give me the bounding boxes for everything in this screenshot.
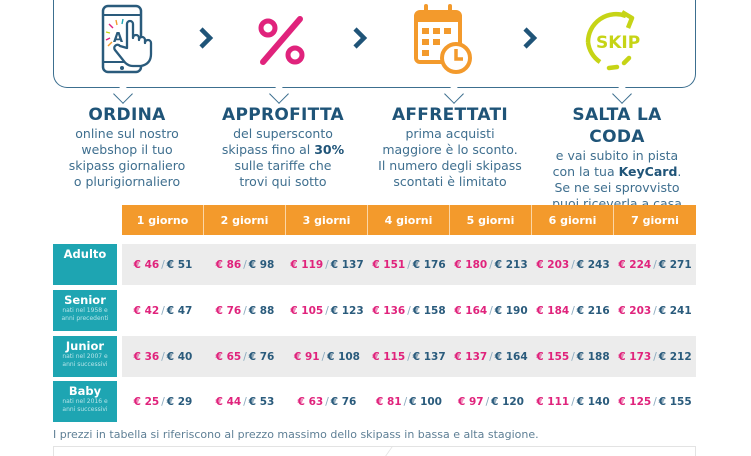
table-row-adulto: Adulto € 46/€ 51 € 86/€ 98 € 119/€ 137 €… [53,244,696,285]
price-cell: € 105/€ 123 [290,304,364,317]
column-header: 2 giorni [204,205,286,235]
step-skip-queue: SALTA LA CODA e vai subito in pista con … [542,104,692,228]
price-cell: € 46/€ 51 [133,258,193,271]
price-cell: € 111/€ 140 [536,395,610,408]
row-stripe [122,336,696,377]
svg-text:A: A [113,31,123,46]
step-line: del supersconto [233,126,333,141]
step-line: scontati è limitato [393,174,507,189]
step-hurry: AFFRETTATI prima acquisti maggiore è lo … [375,104,525,190]
row-label: Adulto [53,244,117,285]
price-cell: € 173/€ 212 [618,350,692,363]
step-line: maggiore è lo sconto. [382,142,518,157]
price-cell: € 97/€ 120 [457,395,524,408]
step-title: ORDINA [88,105,166,125]
step-line: e vai subito in pista [555,148,679,163]
step-line: trovi qui sotto [239,174,327,189]
step-line: sulle tariffe che [234,158,332,173]
step-line: prima acquisti [405,126,495,141]
price-cell: € 224/€ 271 [618,258,692,271]
price-cell: € 115/€ 137 [372,350,446,363]
price-cell: € 65/€ 76 [215,350,275,363]
price-cell: € 184/€ 216 [536,304,610,317]
column-header: 5 giorni [450,205,532,235]
discount-highlight: 30% [314,142,345,157]
step-title: APPROFITTA [222,105,344,125]
svg-text:SKIP: SKIP [596,33,640,53]
price-cell: € 36/€ 40 [133,350,193,363]
bottom-frame [53,446,696,456]
percent-icon [250,2,316,76]
step-line: Se ne sei sprovvisto [554,180,680,195]
calendar-clock-icon [410,2,476,76]
price-cell: € 137/€ 164 [454,350,528,363]
table-row-junior: Junior nati nel 2007 e anni successivi €… [53,336,696,377]
steps-frame [53,0,696,88]
step-title: AFFRETTATI [391,105,509,125]
price-cell: € 25/€ 29 [133,395,193,408]
step-line: skipass giornaliero [68,158,186,173]
chevron-right-icon [198,26,214,50]
step-line: o plurigiornaliero [73,174,181,189]
row-label: Junior nati nel 2007 e anni successivi [53,336,117,377]
price-cell: € 91/€ 108 [293,350,360,363]
column-header: 3 giorni [286,205,368,235]
price-cell: € 203/€ 241 [618,304,692,317]
row-stripe [122,244,696,285]
row-label: Senior nati nel 1958 e anni precedenti [53,290,117,331]
price-cell: € 155/€ 188 [536,350,610,363]
price-cell: € 63/€ 76 [297,395,357,408]
step-line: skipass fino al 30% [221,142,345,157]
price-cell: € 86/€ 98 [215,258,275,271]
chevron-right-icon [522,26,538,50]
step-title: SALTA LA CODA [572,105,662,147]
chevron-right-icon [352,26,368,50]
price-footnote: I prezzi in tabella si riferiscono al pr… [53,428,539,441]
price-cell: € 42/€ 47 [133,304,193,317]
column-header: 7 giorni [614,205,696,235]
phone-tap-icon: A [93,2,159,76]
step-line: online sul nostro [75,126,179,141]
table-row-baby: Baby nati nel 2016 e anni successivi € 2… [53,381,696,422]
column-header: 6 giorni [532,205,614,235]
price-cell: € 180/€ 213 [454,258,528,271]
step-line: con la tua KeyCard. [552,164,682,179]
table-row-senior: Senior nati nel 1958 e anni precedenti €… [53,290,696,331]
price-cell: € 203/€ 243 [536,258,610,271]
price-cell: € 76/€ 88 [215,304,275,317]
price-cell: € 44/€ 53 [215,395,275,408]
step-line: webshop il tuo [81,142,173,157]
price-cell: € 151/€ 176 [372,258,446,271]
column-header: 4 giorni [368,205,450,235]
price-cell: € 81/€ 100 [375,395,442,408]
keycard-highlight: KeyCard [618,164,678,179]
step-order: ORDINA online sul nostro webshop il tuo … [52,104,202,190]
column-header: 1 giorno [122,205,204,235]
row-label: Baby nati nel 2016 e anni successivi [53,381,117,422]
step-line: Il numero degli skipass [378,158,522,173]
price-cell: € 164/€ 190 [454,304,528,317]
price-cell: € 119/€ 137 [290,258,364,271]
price-cell: € 136/€ 158 [372,304,446,317]
skip-icon: SKIP [576,2,656,76]
price-table-header: 1 giorno 2 giorni 3 giorni 4 giorni 5 gi… [122,205,696,235]
price-cell: € 125/€ 155 [618,395,692,408]
step-discount: APPROFITTA del supersconto skipass fino … [208,104,358,190]
